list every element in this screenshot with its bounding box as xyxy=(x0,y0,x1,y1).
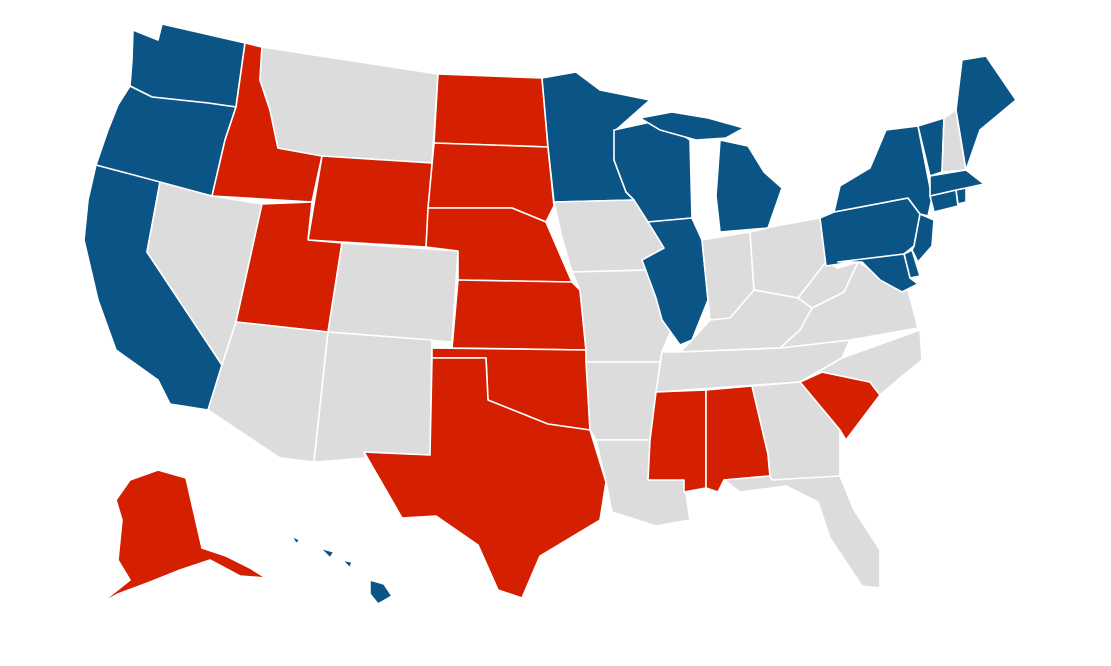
state-ms xyxy=(647,389,707,493)
state-nc xyxy=(799,329,923,396)
state-hi xyxy=(291,535,393,605)
state-nj xyxy=(911,213,935,263)
state-wy xyxy=(307,155,433,248)
state-nd xyxy=(433,73,549,148)
state-ny xyxy=(833,125,933,217)
state-co xyxy=(327,242,459,343)
state-mi-upper xyxy=(639,111,745,141)
state-ks xyxy=(451,279,587,351)
state-ar xyxy=(585,361,661,441)
state-fl xyxy=(723,475,881,589)
state-ak xyxy=(99,469,267,605)
state-tx xyxy=(363,357,607,599)
state-md xyxy=(837,253,919,293)
state-mi xyxy=(715,139,783,233)
state-il xyxy=(641,217,709,346)
state-nm xyxy=(313,331,433,463)
state-mt xyxy=(259,46,439,164)
state-me xyxy=(955,55,1017,171)
